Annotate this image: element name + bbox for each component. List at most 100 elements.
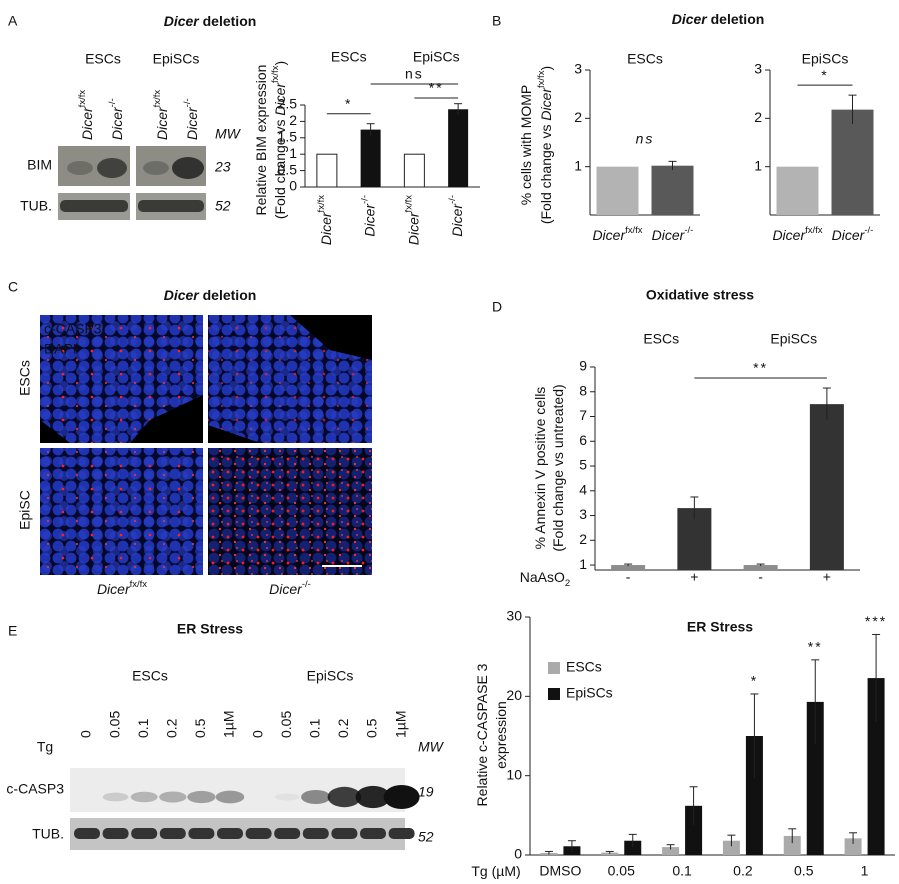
blot-band	[301, 789, 331, 805]
blot-title: ER Stress	[177, 621, 243, 637]
text-part: Dicer	[832, 227, 866, 243]
text-part: deletion	[707, 11, 765, 27]
lane-label: 0.1	[307, 718, 323, 738]
text-part: Dicer	[184, 106, 200, 140]
x-tick-label: Dicerfx/fx	[772, 225, 822, 243]
panel-label: B	[492, 13, 501, 29]
mw-value: 19	[418, 784, 434, 800]
blot-band	[159, 828, 186, 839]
x-tick-label: 0.5	[794, 863, 814, 879]
text-part: Dicer	[164, 13, 201, 29]
text-part: Dicer	[772, 227, 806, 243]
lane-label: Dicer-/-	[182, 98, 200, 140]
x-tick-label: Dicerfx/fx	[403, 195, 421, 245]
text-part: fx/fx	[403, 195, 414, 213]
significance-label: *	[751, 673, 758, 689]
panel-label: E	[8, 623, 17, 639]
lane-label: 0.1	[135, 718, 151, 738]
bar	[685, 805, 703, 855]
bar	[403, 153, 425, 188]
x-tick-label: Dicer-/-	[360, 195, 378, 237]
legend-label: ESCs	[566, 659, 602, 675]
bar	[776, 166, 819, 215]
text-part: -/-	[182, 98, 193, 107]
lane-label: 0.5	[192, 718, 208, 738]
chart-title: Oxidative stress	[646, 287, 754, 303]
x-tick-label: -	[626, 569, 631, 585]
y-tick-label: 2.5	[278, 96, 298, 112]
text-part: -/-	[447, 195, 458, 204]
text-part: fx/fx	[270, 65, 281, 83]
row-label: TUB.	[32, 826, 64, 842]
y-axis-label: Relative c-CASPASE 3	[474, 663, 490, 806]
bar	[867, 678, 885, 855]
significance-label: *	[345, 95, 352, 111]
text-part: -/-	[360, 195, 371, 204]
group-label: ESCs	[331, 49, 367, 65]
bar	[743, 565, 778, 570]
text-part: fx/fx	[805, 225, 823, 236]
stain-label: c-CASP3;	[44, 321, 105, 337]
group-label: ESCs	[643, 331, 679, 347]
y-tick-label: 3	[579, 506, 587, 522]
row-label: BIM	[27, 157, 52, 173]
blot-band	[383, 785, 420, 809]
image-gap	[208, 315, 372, 443]
text-part: deletion	[199, 287, 257, 303]
text-part: (Fold change vs	[272, 116, 288, 220]
x-tick-label: DMSO	[539, 863, 581, 879]
blot-title: Dicer deletion	[164, 13, 257, 29]
text-part: fx/fx	[316, 195, 327, 213]
y-axis-label: (Fold change vs Dicerfx/fx)	[270, 61, 288, 219]
text-part: Dicer	[164, 287, 201, 303]
significance-label: ***	[865, 613, 887, 629]
y-tick-label: 10	[506, 766, 522, 782]
y-tick-label: 0	[514, 846, 522, 862]
row-label: c-CASP3	[6, 781, 64, 797]
lane-label: 0	[249, 730, 265, 738]
bar	[783, 835, 801, 855]
y-tick-label: 1	[574, 157, 582, 173]
mw-header: MW	[215, 126, 242, 142]
y-tick-label: 2	[289, 112, 297, 128]
y-tick-label: 1	[754, 157, 762, 173]
y-tick-label: 5	[579, 457, 587, 473]
y-tick-label: 4	[579, 481, 587, 497]
blot-band	[60, 200, 128, 212]
significance-label: **	[429, 80, 444, 96]
legend-swatch	[548, 688, 560, 700]
bar	[844, 838, 862, 855]
y-tick-label: 8	[579, 382, 587, 398]
text-part: Dicer	[154, 106, 170, 140]
x-tick-label: 0.2	[733, 863, 753, 879]
y-tick-label: 20	[506, 687, 522, 703]
x-axis-label: NaAsO2	[520, 569, 570, 589]
text-part: Dicer	[97, 581, 131, 597]
panel-label: A	[8, 13, 18, 29]
chart-title: ER Stress	[687, 619, 753, 635]
lane-label: 0.05	[106, 711, 122, 738]
mw-value: 52	[418, 829, 434, 845]
blot-band	[102, 792, 129, 802]
stain-label: DAPI	[44, 341, 77, 357]
lane-label: 0.05	[278, 711, 294, 738]
text-part: Relative c-CASPASE 3	[474, 663, 490, 806]
text-part: fx/fx	[625, 225, 643, 236]
panel-label: D	[492, 299, 502, 315]
lane-label: 0.2	[335, 718, 351, 738]
blot-band	[138, 200, 204, 212]
x-tick-label: Dicer-/-	[832, 225, 874, 243]
y-tick-label: 3	[754, 61, 762, 77]
panel-title: Dicer deletion	[164, 287, 257, 303]
text-part: fx/fx	[130, 579, 148, 590]
text-part: -/-	[684, 225, 693, 236]
significance-label: **	[808, 639, 823, 655]
bar	[745, 736, 763, 855]
group-label: ESCs	[132, 668, 168, 684]
lane-label: 0.2	[164, 718, 180, 738]
bar	[316, 153, 338, 188]
blot-band	[159, 791, 187, 803]
blot-band	[187, 790, 216, 804]
x-tick-label: 1	[861, 863, 869, 879]
mw-value: 23	[214, 159, 231, 175]
